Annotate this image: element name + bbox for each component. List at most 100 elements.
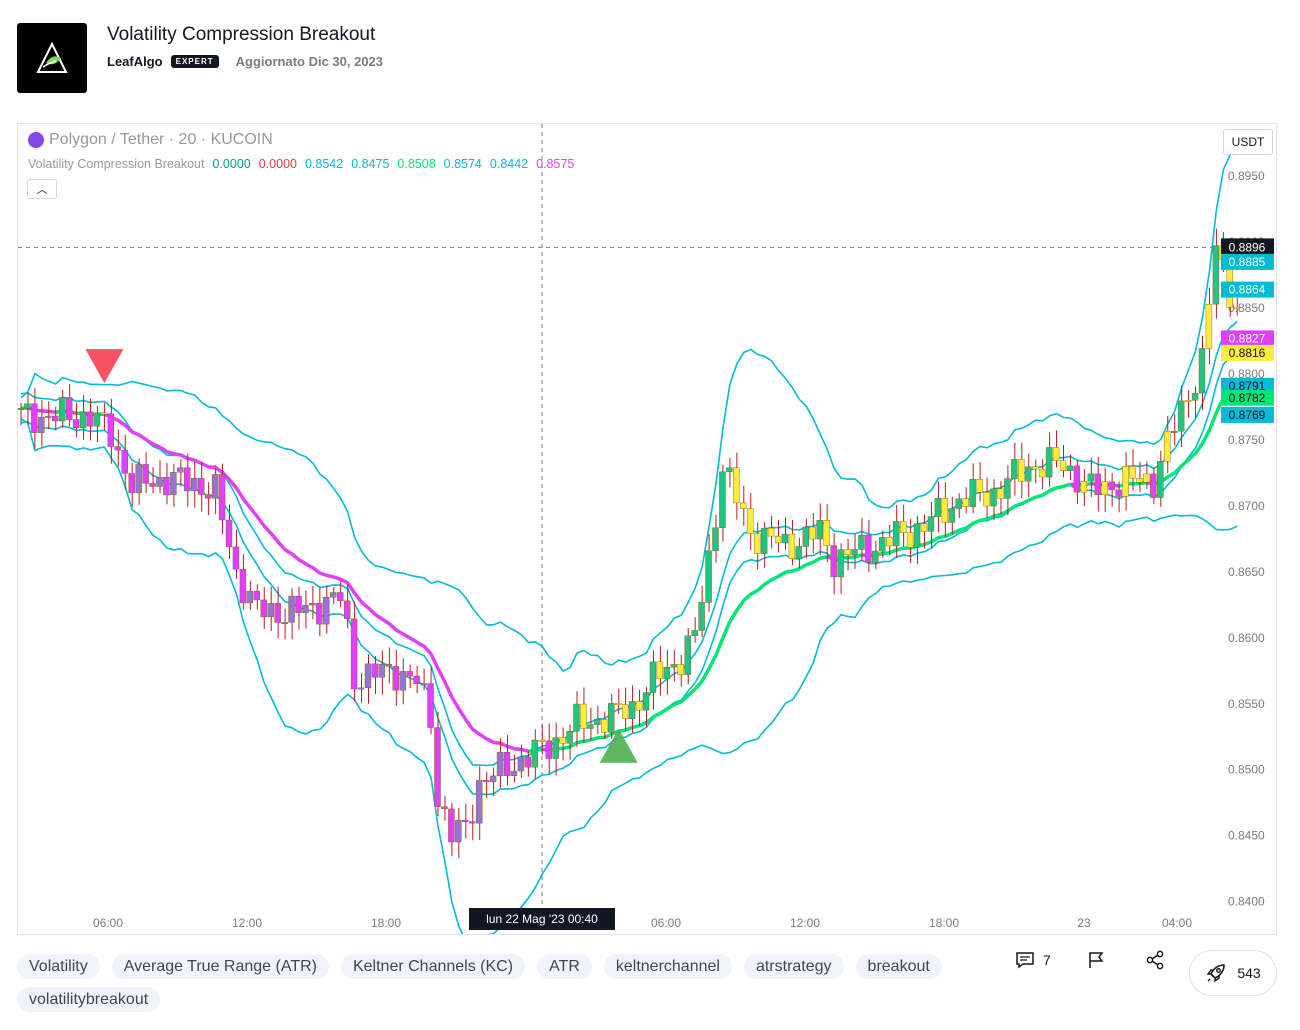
candle-body <box>218 474 226 521</box>
price-axis-label-text: 0.8827 <box>1229 331 1266 345</box>
candle-body <box>177 467 184 473</box>
candle-body <box>441 806 448 810</box>
candle-body <box>1122 466 1129 497</box>
price-axis-label-text: 0.8885 <box>1229 255 1266 269</box>
candle-body <box>635 701 643 711</box>
candle-body <box>1205 303 1213 349</box>
candle-body <box>566 731 573 744</box>
comments-button[interactable]: 7 <box>1015 951 1067 969</box>
candle-body <box>385 663 393 667</box>
candle-body <box>615 703 622 706</box>
candle-body <box>941 498 949 523</box>
author-link[interactable]: LeafAlgo <box>107 54 163 69</box>
collapse-legend-button[interactable]: ︿ <box>27 179 57 199</box>
candle-body <box>594 719 601 725</box>
price-axis-label-text: 0.8769 <box>1229 408 1266 422</box>
candle-body <box>246 590 254 604</box>
share-icon <box>1146 950 1164 970</box>
candle-body <box>330 592 337 598</box>
polygon-coin-icon <box>28 132 44 148</box>
x-tick-label: 04:00 <box>1162 916 1192 930</box>
author-logo[interactable] <box>17 23 87 93</box>
candle-body <box>93 412 101 427</box>
candle-body <box>413 675 420 684</box>
candle-body <box>1212 245 1220 305</box>
action-bar: 7 <box>1015 950 1165 970</box>
candle-body <box>59 397 66 422</box>
tag-chip[interactable]: Average True Range (ATR) <box>111 954 329 979</box>
candle-body <box>476 780 483 824</box>
candle-body <box>844 549 851 555</box>
candle-body <box>1143 473 1150 483</box>
candle-body <box>774 535 782 544</box>
candle-body <box>1087 473 1095 482</box>
candle-body <box>204 494 212 499</box>
candle-body <box>406 671 413 677</box>
candle-body <box>872 550 879 563</box>
candle-body <box>323 596 330 625</box>
candle-body <box>754 533 761 554</box>
price-chart[interactable]: 0.89500.89000.88500.88000.87500.87000.86… <box>18 124 1276 934</box>
share-button[interactable] <box>1145 950 1165 970</box>
boost-button[interactable]: 543 <box>1189 950 1277 996</box>
candle-body <box>1108 481 1115 491</box>
sell-signal-marker <box>85 349 124 384</box>
tag-chip[interactable]: keltnerchannel <box>603 954 732 979</box>
candle-body <box>253 590 261 601</box>
tag-chip[interactable]: atrstrategy <box>743 954 844 979</box>
candle-body <box>788 533 796 560</box>
candle-body <box>357 687 365 690</box>
candle-body <box>149 483 156 487</box>
candle-body <box>628 701 636 719</box>
candle-body <box>879 537 886 552</box>
candle-body <box>31 403 38 433</box>
candle-body <box>1059 460 1067 471</box>
price-axis-label <box>1221 406 1274 423</box>
candle-body <box>899 521 907 533</box>
candle-body <box>503 752 511 776</box>
candle-body <box>893 521 900 547</box>
buy-signal-marker <box>599 728 638 763</box>
candle-body <box>1191 392 1199 401</box>
y-tick-label: 0.8700 <box>1228 499 1265 513</box>
indicator-value: 0.8575 <box>536 157 575 171</box>
candle-body <box>100 412 108 415</box>
candle-body <box>211 474 219 499</box>
symbol-title: Polygon / Tether · 20 · KUCOIN <box>49 131 273 148</box>
comments-count: 7 <box>1043 952 1051 968</box>
candle-body <box>670 664 677 668</box>
indicator-name[interactable]: Volatility Compression Breakout <box>28 157 205 171</box>
candle-body <box>281 622 288 625</box>
currency-label[interactable]: USDT <box>1223 129 1273 155</box>
candle-body <box>337 592 344 602</box>
y-tick-label: 0.8950 <box>1228 169 1265 183</box>
candle-body <box>920 523 928 532</box>
candle-body <box>1184 400 1192 403</box>
boost-count: 543 <box>1237 965 1261 981</box>
y-tick-label: 0.8600 <box>1228 631 1265 645</box>
candle-body <box>726 467 733 472</box>
price-axis-label <box>1221 281 1274 298</box>
tag-chip[interactable]: ATR <box>537 954 592 979</box>
report-button[interactable] <box>1087 951 1127 969</box>
candle-body <box>350 618 358 690</box>
tag-chip[interactable]: volatilitybreakout <box>17 987 161 1012</box>
x-tick-label: 23 <box>1077 916 1091 930</box>
candle-body <box>823 520 830 546</box>
candle-body <box>705 550 712 603</box>
candle-body <box>420 683 427 686</box>
candle-body <box>142 464 149 484</box>
tag-chip[interactable]: Keltner Channels (KC) <box>340 954 526 979</box>
candle-body <box>170 472 177 496</box>
candle-body <box>934 498 942 517</box>
candle-body <box>760 527 768 554</box>
chart-panel[interactable]: 0.89500.89000.88500.88000.87500.87000.86… <box>17 123 1277 935</box>
upper-keltner-line <box>20 320 1238 767</box>
tag-chip[interactable]: breakout <box>855 954 942 979</box>
candle-body <box>469 821 476 824</box>
tag-chip[interactable]: Volatility <box>17 954 100 979</box>
candle-body <box>642 692 650 711</box>
candle-body <box>1198 348 1206 394</box>
candle-body <box>128 473 135 494</box>
rocket-icon <box>1206 964 1226 983</box>
